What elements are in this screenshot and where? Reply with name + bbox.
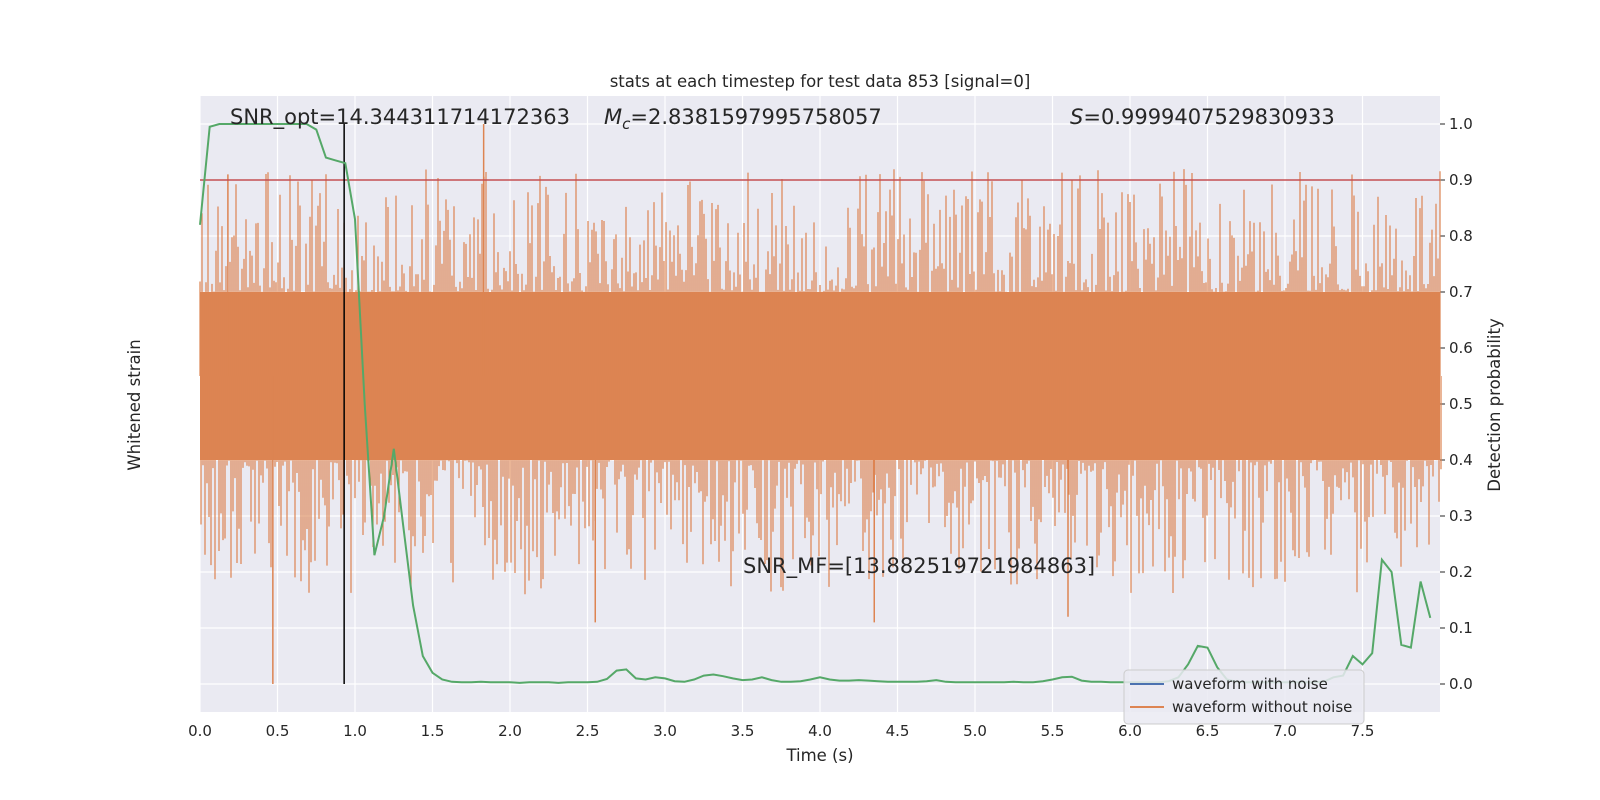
annotation-snr-opt: SNR_opt=14.344311714172363 xyxy=(230,105,570,130)
x-tick-label: 2.5 xyxy=(576,722,600,740)
legend-label-with-noise: waveform with noise xyxy=(1172,675,1328,693)
x-tick-label: 1.5 xyxy=(421,722,445,740)
x-tick-label: 7.5 xyxy=(1351,722,1375,740)
annotation-snr-mf: SNR_MF=[13.882519721984863] xyxy=(743,554,1095,579)
x-tick-label: 5.5 xyxy=(1041,722,1065,740)
y-right-tick-label: 0.9 xyxy=(1449,171,1473,189)
legend-label-without-noise: waveform without noise xyxy=(1172,698,1352,716)
y-right-tick-labels: 0.0 0.1 0.2 0.3 0.4 0.5 0.6 0.7 0.8 0.9 1.0 xyxy=(1449,115,1473,693)
y-right-tick-label: 0.7 xyxy=(1449,283,1473,301)
noise-trace-lower xyxy=(200,376,1442,595)
legend: waveform with noise waveform without noi… xyxy=(1123,669,1365,725)
y-right-axis-label: Detection probability xyxy=(1485,318,1504,492)
x-tick-labels: 0.0 0.5 1.0 1.5 2.0 2.5 3.0 3.5 4.0 4.5 5.0 5.5 6.0 6… xyxy=(188,722,1374,740)
x-tick-label: 7.0 xyxy=(1273,722,1297,740)
y-right-tick-label: 0.8 xyxy=(1449,227,1473,245)
waveform-without-noise-series xyxy=(199,124,1442,684)
x-tick-label: 6.5 xyxy=(1196,722,1220,740)
y-right-tick-label: 0.0 xyxy=(1449,675,1473,693)
chart-title: stats at each timestep for test data 853… xyxy=(610,72,1031,91)
x-tick-label: 4.5 xyxy=(886,722,910,740)
y-right-tick-label: 0.6 xyxy=(1449,339,1473,357)
x-axis-label: Time (s) xyxy=(785,746,853,765)
x-tick-label: 0.5 xyxy=(266,722,290,740)
x-tick-label: 1.0 xyxy=(343,722,367,740)
annotation-chirp-mass: Mc=2.8381597995758057 xyxy=(604,105,882,133)
y-right-tick-label: 0.5 xyxy=(1449,395,1473,413)
x-tick-label: 2.0 xyxy=(498,722,522,740)
x-tick-label: 0.0 xyxy=(188,722,212,740)
y-right-tick-label: 0.1 xyxy=(1449,619,1473,637)
annotation-s: S=0.9999407529830933 xyxy=(1070,105,1335,129)
y-right-tick-label: 1.0 xyxy=(1449,115,1473,133)
legend-box xyxy=(1123,669,1365,725)
y-right-tick-label: 0.2 xyxy=(1449,563,1473,581)
y-right-tick-label: 0.4 xyxy=(1449,451,1473,469)
x-tick-label: 3.0 xyxy=(653,722,677,740)
x-tick-label: 4.0 xyxy=(808,722,832,740)
x-tick-label: 6.0 xyxy=(1118,722,1142,740)
x-tick-label: 5.0 xyxy=(963,722,987,740)
y-right-tick-label: 0.3 xyxy=(1449,507,1473,525)
y-left-axis-label: Whitened strain xyxy=(125,339,144,470)
x-tick-label: 3.5 xyxy=(731,722,755,740)
noise-trace-upper xyxy=(199,169,1441,376)
